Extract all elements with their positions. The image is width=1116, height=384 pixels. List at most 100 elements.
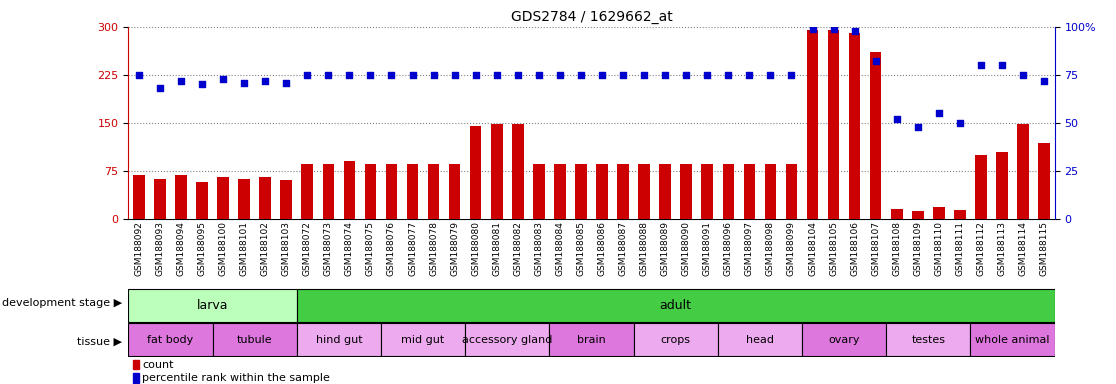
Point [761, 72, 779, 78]
Bar [512, 124, 523, 219]
Bar [997, 152, 1008, 219]
Bar [802, 323, 886, 356]
Text: larva: larva [196, 299, 229, 312]
Bar [555, 164, 566, 219]
Text: mid gut: mid gut [402, 335, 444, 345]
Point [888, 116, 906, 122]
Bar [465, 323, 549, 356]
Text: tubule: tubule [237, 335, 272, 345]
Bar [386, 164, 397, 219]
Bar [128, 289, 297, 322]
Bar [133, 373, 138, 382]
Text: GSM188101: GSM188101 [240, 221, 249, 276]
Text: GSM188113: GSM188113 [998, 221, 1007, 276]
Bar [212, 323, 297, 356]
Text: GSM188083: GSM188083 [535, 221, 543, 276]
Point [951, 120, 969, 126]
Text: hind gut: hind gut [316, 335, 363, 345]
Text: crops: crops [661, 335, 691, 345]
Text: adult: adult [660, 299, 692, 312]
Text: GSM188107: GSM188107 [872, 221, 881, 276]
Text: GSM188084: GSM188084 [556, 221, 565, 276]
Text: GSM188081: GSM188081 [492, 221, 501, 276]
Point [1014, 72, 1032, 78]
Bar [702, 164, 713, 219]
Text: GSM188110: GSM188110 [934, 221, 943, 276]
Bar [301, 164, 314, 219]
Point [656, 72, 674, 78]
Bar [807, 30, 818, 219]
Point [466, 72, 484, 78]
Point [867, 58, 885, 65]
Bar [718, 323, 802, 356]
Text: GSM188097: GSM188097 [744, 221, 754, 276]
Bar [849, 33, 860, 219]
Bar [491, 124, 502, 219]
Bar [381, 323, 465, 356]
Bar [764, 164, 777, 219]
Point [509, 72, 527, 78]
Bar [743, 164, 756, 219]
Point [151, 85, 169, 91]
Text: GSM188092: GSM188092 [134, 221, 143, 276]
Text: tissue ▶: tissue ▶ [77, 337, 122, 347]
Point [740, 72, 758, 78]
Bar [449, 164, 461, 219]
Bar [975, 155, 987, 219]
Text: GSM188075: GSM188075 [366, 221, 375, 276]
Text: GSM188076: GSM188076 [387, 221, 396, 276]
Bar [912, 211, 924, 219]
Point [699, 72, 716, 78]
Text: GSM188112: GSM188112 [976, 221, 985, 276]
Point [846, 28, 864, 34]
Point [1036, 78, 1054, 84]
Text: GSM188089: GSM188089 [661, 221, 670, 276]
Text: ovary: ovary [828, 335, 859, 345]
Point [488, 72, 506, 78]
Bar [971, 323, 1055, 356]
Text: GSM188096: GSM188096 [724, 221, 733, 276]
Point [551, 72, 569, 78]
Bar [681, 164, 692, 219]
Bar [533, 164, 545, 219]
Text: accessory gland: accessory gland [462, 335, 552, 345]
Point [993, 62, 1011, 68]
Text: count: count [142, 360, 173, 370]
Point [530, 72, 548, 78]
Text: GSM188100: GSM188100 [219, 221, 228, 276]
Point [340, 72, 358, 78]
Text: GSM188091: GSM188091 [703, 221, 712, 276]
Point [677, 72, 695, 78]
Bar [470, 126, 481, 219]
Bar [786, 164, 797, 219]
Bar [239, 179, 250, 219]
Bar [133, 360, 138, 369]
Text: percentile rank within the sample: percentile rank within the sample [142, 373, 330, 383]
Text: head: head [745, 335, 773, 345]
Point [425, 72, 443, 78]
Bar [128, 323, 212, 356]
Point [573, 72, 590, 78]
Bar [933, 207, 944, 219]
Point [908, 124, 926, 130]
Bar [722, 164, 734, 219]
Bar [297, 289, 1055, 322]
Bar [660, 164, 671, 219]
Point [593, 72, 610, 78]
Bar [365, 164, 376, 219]
Point [614, 72, 632, 78]
Point [972, 62, 990, 68]
Text: GSM188109: GSM188109 [913, 221, 922, 276]
Text: GSM188106: GSM188106 [850, 221, 859, 276]
Bar [1038, 143, 1050, 219]
Point [404, 72, 422, 78]
Point [445, 72, 463, 78]
Bar [828, 30, 839, 219]
Text: GSM188094: GSM188094 [176, 221, 185, 276]
Point [129, 72, 147, 78]
Text: fat body: fat body [147, 335, 193, 345]
Point [298, 72, 316, 78]
Point [720, 72, 738, 78]
Text: GSM188090: GSM188090 [682, 221, 691, 276]
Bar [344, 161, 355, 219]
